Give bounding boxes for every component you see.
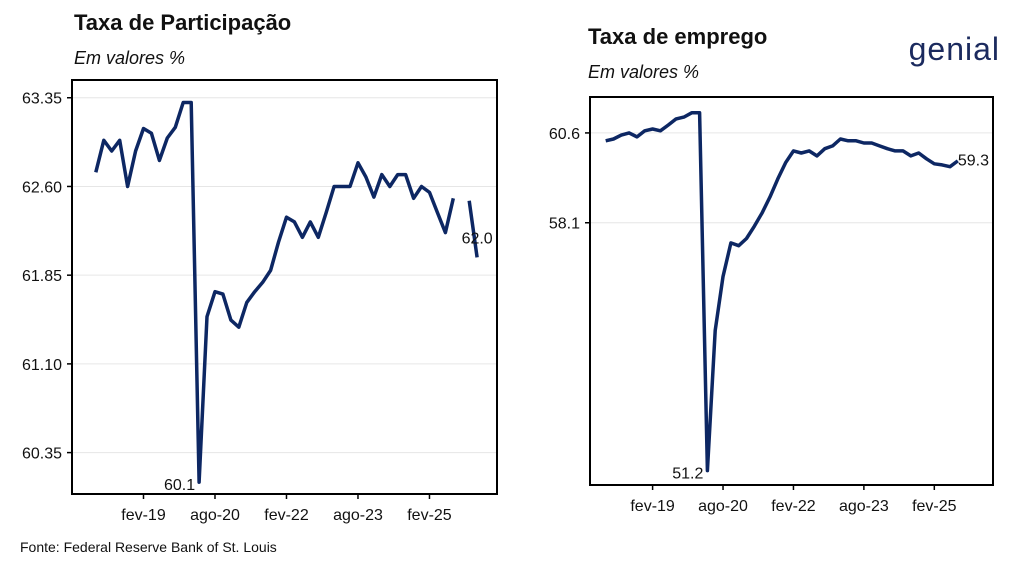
x-tick-label: fev-25	[407, 507, 452, 524]
x-tick-label: ago-20	[698, 498, 748, 515]
series-line	[606, 113, 974, 471]
y-tick-label: 60.6	[549, 126, 580, 143]
value-label: 59.3	[958, 153, 989, 170]
x-tick-label: fev-19	[630, 498, 675, 515]
y-tick-label: 62.60	[22, 179, 62, 196]
x-tick-label: fev-22	[264, 507, 309, 524]
y-tick-label: 60.35	[22, 446, 62, 463]
x-tick-label: ago-23	[333, 507, 383, 524]
chart-title: Taxa de emprego	[588, 24, 767, 49]
chart-subtitle: Em valores %	[588, 62, 699, 82]
chart-subtitle: Em valores %	[74, 48, 185, 68]
x-tick-label: ago-23	[839, 498, 889, 515]
plot-frame	[589, 96, 994, 486]
value-label: 60.1	[164, 477, 195, 494]
x-tick-label: fev-19	[121, 507, 166, 524]
y-tick-label: 61.85	[22, 268, 62, 285]
x-tick-label: fev-25	[912, 498, 957, 515]
value-label: 62.0	[462, 230, 493, 247]
x-tick-label: ago-20	[190, 507, 240, 524]
y-tick-label: 61.10	[22, 357, 62, 374]
y-tick-label: 58.1	[549, 216, 580, 233]
value-label: 51.2	[672, 466, 703, 483]
logo: genial	[909, 31, 1000, 67]
x-tick-label: fev-22	[771, 498, 816, 515]
y-tick-label: 63.35	[22, 91, 62, 108]
plot-frame	[71, 79, 498, 495]
series-line	[94, 100, 479, 484]
source: Fonte: Federal Reserve Bank of St. Louis	[20, 539, 277, 555]
chart-title: Taxa de Participação	[74, 10, 291, 35]
